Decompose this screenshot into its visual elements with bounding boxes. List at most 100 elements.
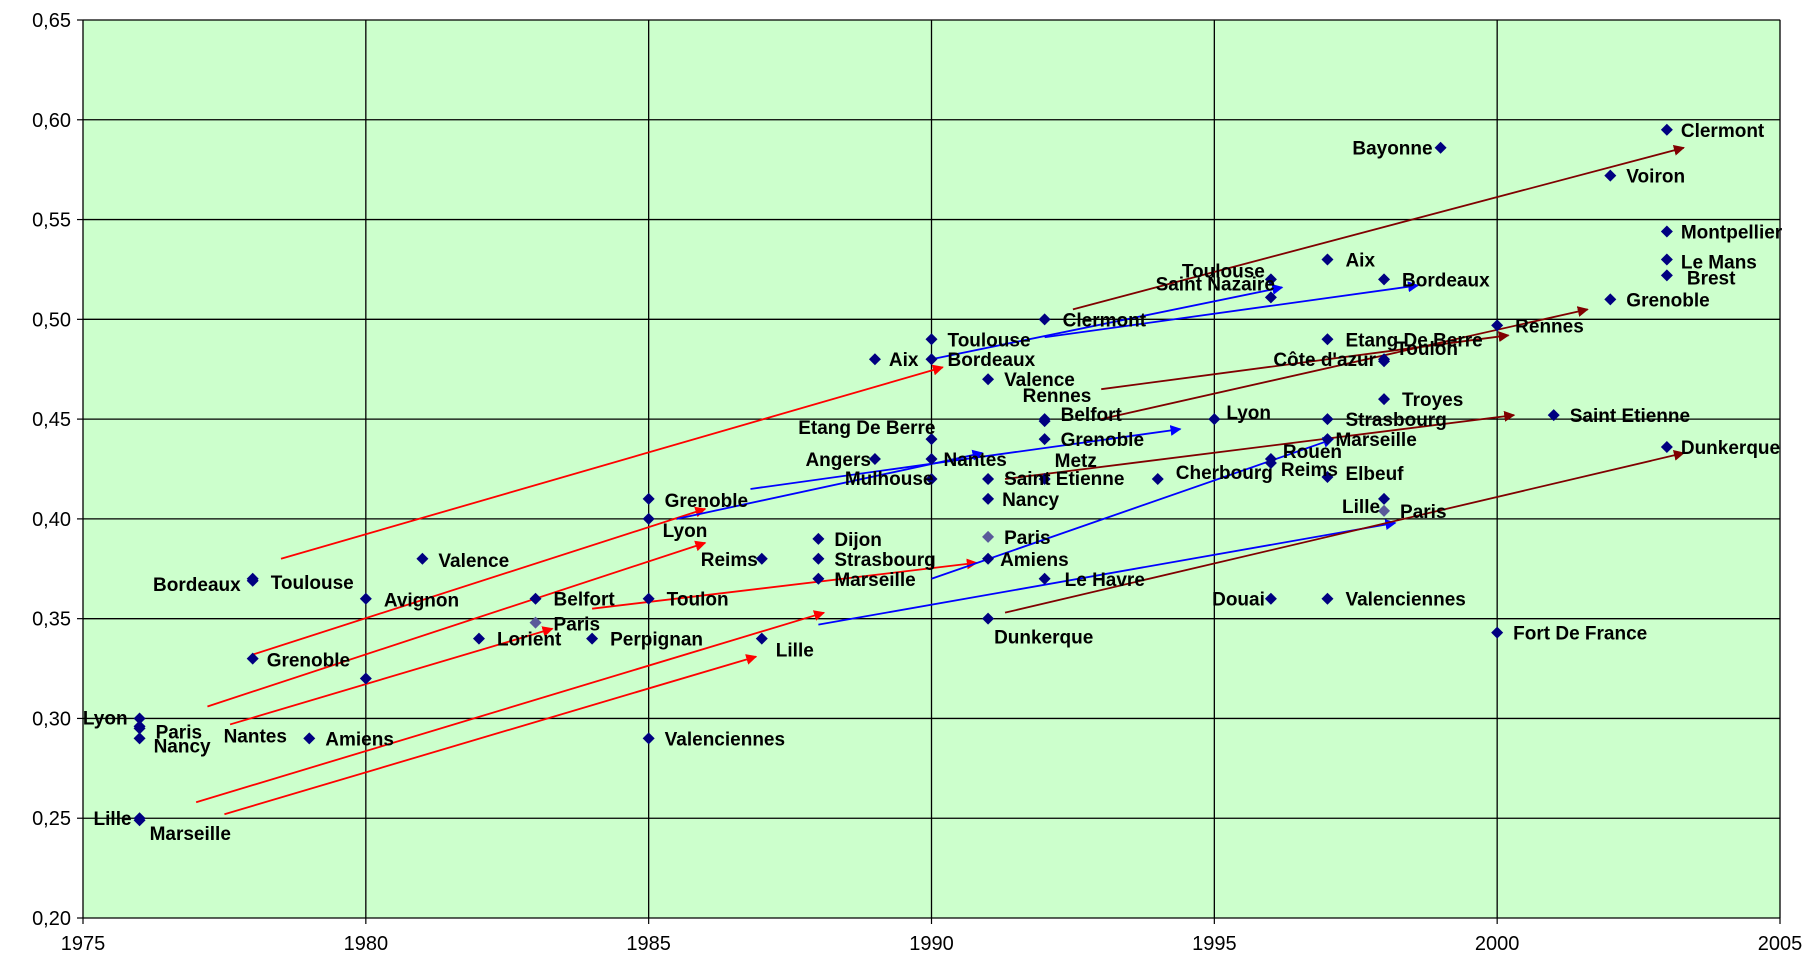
point-label: Lille <box>94 809 132 830</box>
point-label: Bordeaux <box>1402 270 1490 291</box>
data-point <box>925 333 938 346</box>
data-point <box>1660 269 1673 282</box>
data-point <box>133 712 146 725</box>
data-point <box>1660 253 1673 266</box>
data-point <box>1038 415 1051 428</box>
point-label: Nancy <box>1002 490 1059 511</box>
point-label: Fort De France <box>1513 624 1647 645</box>
y-tick-label: 0,30 <box>32 708 71 730</box>
point-label: Nancy <box>154 736 211 757</box>
data-point <box>1264 592 1277 605</box>
red-arrow <box>195 610 826 804</box>
point-label: Lyon <box>1226 403 1271 424</box>
blue-arrow <box>818 519 1397 626</box>
data-point <box>1604 293 1617 306</box>
y-tick-label: 0,50 <box>32 309 71 331</box>
data-point <box>1378 393 1391 406</box>
point-label: Reims <box>701 550 758 571</box>
data-point <box>868 453 881 466</box>
red-arrow <box>224 654 758 816</box>
point-label: Saint Nazaire <box>1156 274 1275 295</box>
data-point <box>1378 492 1391 505</box>
data-points <box>133 123 1673 827</box>
data-point <box>303 732 316 745</box>
data-point <box>246 652 259 665</box>
point-label: Paris <box>554 615 600 636</box>
point-label: Rennes <box>1515 316 1584 337</box>
point-label: Lyon <box>663 521 708 542</box>
point-label: Grenoble <box>267 651 350 672</box>
data-point <box>359 592 372 605</box>
data-point <box>472 632 485 645</box>
red-arrow <box>252 506 707 656</box>
point-label: Aix <box>889 350 919 371</box>
point-label: Grenoble <box>1061 430 1144 451</box>
point-label: Elbeuf <box>1345 464 1404 485</box>
blue-arrow <box>750 425 1182 490</box>
data-point <box>1264 291 1277 304</box>
data-point <box>812 572 825 585</box>
point-label: Le Havre <box>1065 570 1145 591</box>
point-labels: Lille Marseille Lyon Nantes Paris Nancy Bordea… <box>83 121 1783 845</box>
y-tick-label: 0,65 <box>32 10 71 32</box>
x-tick-label: 1975 <box>61 933 106 955</box>
data-point <box>755 632 768 645</box>
point-label: Voiron <box>1626 167 1685 188</box>
data-point <box>1151 472 1164 485</box>
darkred-arrow <box>1072 144 1685 311</box>
point-label: Belfort <box>554 590 616 611</box>
point-label: Avignon <box>384 591 459 612</box>
data-point <box>1208 413 1221 426</box>
point-label: Paris <box>1004 528 1050 549</box>
point-label: Côte d'azur <box>1273 350 1376 371</box>
point-label: Troyes <box>1402 390 1463 411</box>
data-point <box>1378 273 1391 286</box>
point-label: Lille <box>776 641 814 662</box>
data-point <box>1491 626 1504 639</box>
point-label: Nantes <box>224 726 287 747</box>
point-label: Saint Etienne <box>1570 406 1690 427</box>
data-point <box>925 433 938 446</box>
darkred-arrow <box>1101 331 1510 391</box>
data-point <box>1321 333 1334 346</box>
y-tick-label: 0,35 <box>32 609 71 631</box>
point-label: Clermont <box>1063 310 1147 331</box>
data-point <box>812 532 825 545</box>
data-point <box>133 722 146 735</box>
data-point <box>982 492 995 505</box>
data-point <box>1660 225 1673 238</box>
data-point <box>359 672 372 685</box>
point-label: Bayonne <box>1352 139 1432 160</box>
data-point <box>1038 472 1051 485</box>
point-label: Reims <box>1281 460 1338 481</box>
y-tick-label: 0,40 <box>32 509 71 531</box>
data-point <box>1321 592 1334 605</box>
point-label: Rouen <box>1283 442 1342 463</box>
darkred-arrow <box>1101 306 1589 420</box>
data-point <box>529 616 542 629</box>
point-label: Valence <box>438 551 509 572</box>
data-point <box>1038 313 1051 326</box>
data-point <box>642 732 655 745</box>
trend-arrows <box>195 144 1685 816</box>
data-point <box>1321 470 1334 483</box>
x-tick-label: 1990 <box>909 933 954 955</box>
point-label: Marseille <box>1335 430 1416 451</box>
point-label: Toulouse <box>271 573 354 594</box>
y-tick-label: 0,20 <box>32 908 71 930</box>
data-point <box>529 592 542 605</box>
data-point <box>642 592 655 605</box>
data-point <box>133 732 146 745</box>
y-tick-label: 0,55 <box>32 210 71 232</box>
darkred-arrow <box>1004 410 1516 480</box>
data-point <box>246 574 259 587</box>
blue-arrow <box>931 284 1284 361</box>
data-point <box>1264 457 1277 470</box>
point-label: Grenoble <box>665 491 748 512</box>
data-point <box>1321 253 1334 266</box>
point-label: Belfort <box>1061 405 1123 426</box>
point-label: Amiens <box>325 729 394 750</box>
point-label: Le Mans <box>1681 252 1757 273</box>
point-label: Brest <box>1687 268 1736 289</box>
data-point <box>925 472 938 485</box>
